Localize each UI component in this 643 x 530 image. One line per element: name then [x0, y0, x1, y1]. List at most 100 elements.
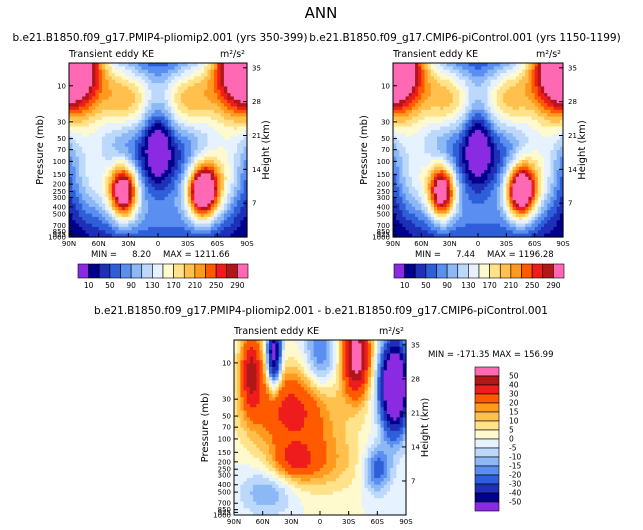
contour-cell — [105, 126, 110, 131]
contour-cell — [161, 83, 166, 88]
contour-cell — [537, 156, 542, 161]
contour-cell — [393, 66, 397, 71]
contour-cell — [534, 150, 539, 154]
contour-cell — [415, 116, 419, 121]
contour-cell — [108, 156, 113, 161]
contour-cell — [128, 63, 133, 67]
contour-cell — [101, 103, 106, 108]
contour-cell — [487, 139, 492, 144]
contour-cell — [88, 106, 93, 111]
contour-cell — [190, 173, 195, 178]
contour-cell — [92, 116, 96, 121]
contour-cell — [446, 133, 451, 138]
contour-cell — [478, 119, 482, 124]
contour-cell — [240, 129, 245, 134]
contour-cell — [449, 76, 454, 81]
contour-cell — [550, 63, 555, 67]
contour-cell — [128, 143, 133, 148]
contour-cell — [474, 83, 479, 88]
contour-cell — [121, 93, 126, 98]
contour-cell — [82, 173, 87, 178]
subtitle-left: Transient eddy KE — [392, 49, 478, 60]
contour-cell — [481, 113, 485, 118]
contour-cell — [240, 183, 245, 188]
contour-cell — [220, 226, 225, 231]
contour-cell — [217, 210, 222, 215]
contour-cell — [408, 69, 413, 74]
contour-cell — [465, 126, 470, 131]
contour-cell — [399, 136, 404, 141]
contour-cell — [518, 79, 523, 84]
contour-cell — [98, 230, 103, 235]
contour-cell — [167, 83, 172, 88]
contour-cell — [534, 126, 539, 131]
contour-cell — [240, 96, 245, 101]
contour-cell — [158, 129, 162, 134]
contour-cell — [446, 79, 451, 84]
contour-cell — [125, 93, 129, 98]
contour-cell — [134, 116, 139, 121]
contour-cell — [415, 106, 419, 111]
contour-cell — [223, 83, 228, 88]
contour-cell — [177, 136, 182, 141]
contour-cell — [393, 129, 397, 134]
contour-cell — [481, 116, 485, 121]
contour-cell — [72, 156, 77, 161]
contour-cell — [92, 133, 96, 138]
contour-cell — [506, 119, 511, 124]
contour-cell — [493, 150, 498, 154]
contour-cell — [138, 180, 143, 185]
contour-cell — [418, 66, 422, 71]
contour-cell — [161, 136, 166, 141]
contour-cell — [204, 206, 209, 211]
contour-cell — [75, 113, 80, 118]
contour-cell — [515, 86, 520, 91]
contour-cell — [408, 63, 413, 67]
contour-cell — [154, 136, 159, 141]
contour-cell — [174, 116, 179, 121]
contour-cell — [237, 153, 242, 158]
contour-cell — [190, 163, 195, 168]
contour-cell — [204, 96, 209, 101]
contour-cell — [474, 153, 479, 158]
contour-cell — [547, 73, 552, 77]
contour-cell — [534, 123, 539, 128]
contour-cell — [131, 83, 136, 88]
contour-cell — [402, 109, 407, 114]
contour-cell — [167, 213, 172, 218]
contour-cell — [405, 119, 410, 124]
contour-cell — [184, 180, 189, 185]
contour-cell — [88, 190, 93, 195]
contour-cell — [493, 156, 498, 161]
contour-cell — [158, 103, 162, 108]
contour-cell — [75, 66, 80, 71]
contour-cell — [243, 150, 248, 154]
contour-cell — [151, 196, 156, 201]
contour-cell — [433, 143, 438, 148]
contour-cell — [468, 133, 473, 138]
contour-cell — [138, 93, 143, 98]
contour-cell — [237, 163, 242, 168]
contour-cell — [164, 116, 169, 121]
contour-cell — [402, 150, 407, 154]
contour-cell — [125, 210, 129, 215]
contour-cell — [181, 186, 185, 191]
contour-cell — [128, 79, 133, 84]
contour-cell — [138, 213, 143, 218]
contour-cell — [537, 150, 542, 154]
contour-cell — [78, 93, 83, 98]
contour-cell — [415, 119, 419, 124]
contour-cell — [237, 129, 242, 134]
contour-cell — [78, 153, 83, 158]
contour-cell — [430, 119, 435, 124]
contour-cell — [200, 66, 205, 71]
contour-cell — [69, 160, 73, 164]
contour-cell — [72, 223, 77, 228]
contour-cell — [128, 150, 133, 154]
contour-cell — [540, 103, 545, 108]
contour-cell — [393, 116, 397, 121]
contour-cell — [158, 156, 162, 161]
contour-cell — [72, 153, 77, 158]
contour-cell — [240, 173, 245, 178]
contour-cell — [131, 73, 136, 77]
